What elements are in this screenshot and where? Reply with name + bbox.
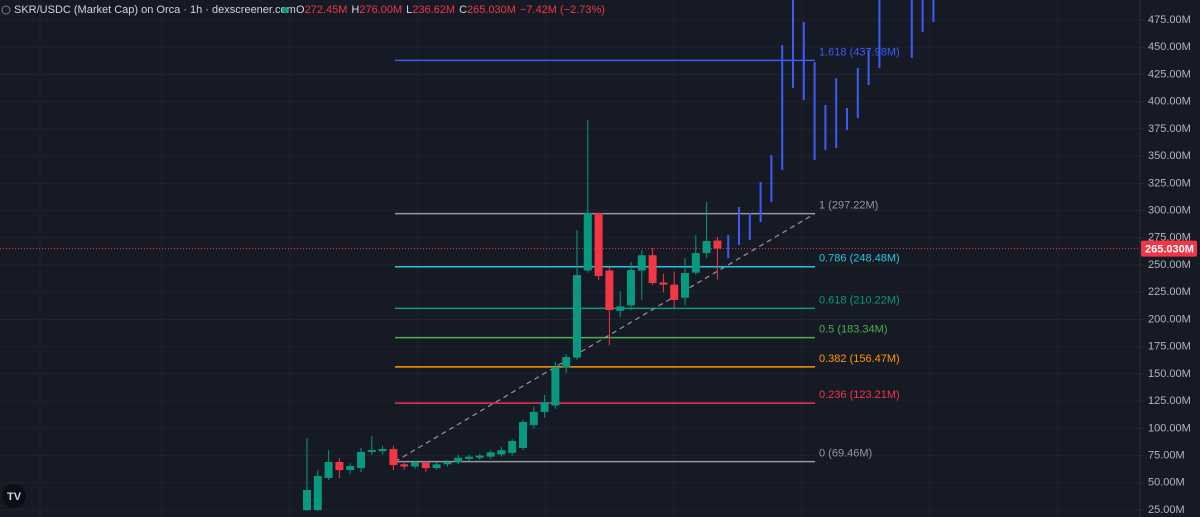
- candle-body: [713, 240, 722, 249]
- y-tick-label: 100.00M: [1148, 422, 1191, 434]
- y-tick-label: 325.00M: [1148, 177, 1191, 189]
- candle-body: [670, 284, 679, 300]
- ohlc-key: H: [351, 4, 359, 16]
- candle-body: [335, 462, 344, 471]
- candle-body: [486, 452, 495, 457]
- fib-label: 0.786 (248.48M): [819, 253, 900, 265]
- candle-body: [454, 457, 463, 463]
- candle-body: [313, 476, 322, 511]
- candle-body: [691, 253, 700, 273]
- ohlc-change: −7.42M (−2.73%): [520, 4, 605, 16]
- y-tick-label: 50.00M: [1148, 477, 1185, 489]
- logo-mark: TV: [7, 491, 22, 503]
- y-tick-label: 350.00M: [1148, 150, 1191, 162]
- y-tick-label: 150.00M: [1148, 368, 1191, 380]
- candle-body: [378, 449, 387, 452]
- fib-label: 0.618 (210.22M): [819, 294, 900, 306]
- candle-body: [637, 255, 646, 271]
- trend-line: [394, 213, 816, 463]
- candle-body: [508, 440, 517, 453]
- ohlc-key: L: [406, 4, 412, 16]
- ohlc-value: 276.00M: [359, 4, 402, 16]
- candle-body: [583, 212, 592, 271]
- fib-label: 1.618 (437.98M): [819, 46, 900, 58]
- last-price-box: [1141, 240, 1197, 257]
- tv-logo: TV: [2, 484, 26, 508]
- candle-body: [421, 462, 430, 469]
- y-tick-label: 375.00M: [1148, 123, 1191, 135]
- candle-body: [551, 367, 560, 406]
- y-tick-label: 450.00M: [1148, 41, 1191, 53]
- y-tick-label: 250.00M: [1148, 259, 1191, 271]
- candle-body: [303, 489, 311, 511]
- candle-body: [411, 462, 419, 467]
- ohlc-value: 236.62M: [412, 4, 455, 16]
- ohlc-value: 272.45M: [305, 4, 348, 16]
- candle-body: [389, 449, 398, 466]
- y-tick-label: 400.00M: [1148, 96, 1191, 108]
- status-dot: [282, 7, 288, 13]
- candle-body: [497, 450, 506, 455]
- fib-label: 0 (69.46M): [819, 448, 872, 460]
- ohlc-key: C: [459, 4, 467, 16]
- candle-body: [540, 402, 549, 413]
- candle-body: [562, 357, 571, 368]
- y-tick-label: 300.00M: [1148, 204, 1191, 216]
- candle-body: [465, 456, 473, 459]
- candle-body: [702, 241, 711, 254]
- y-tick-label: 125.00M: [1148, 395, 1191, 407]
- y-tick-label: 475.00M: [1148, 14, 1191, 26]
- candle-body: [605, 270, 614, 311]
- candle-body: [443, 462, 452, 465]
- candle-body: [346, 466, 355, 471]
- candle-body: [659, 282, 668, 285]
- y-tick-label: 25.00M: [1148, 504, 1185, 516]
- y-tick-label: 425.00M: [1148, 68, 1191, 80]
- plot-area: 1.618 (437.98M) 1 (297.22M) 0.786 (248.48M…: [0, 0, 1140, 512]
- candle-body: [681, 272, 689, 298]
- fib-label: 0.382 (156.47M): [819, 353, 900, 365]
- last-price-label: 265.030M: [1145, 244, 1194, 256]
- fib-label: 0.5 (183.34M): [819, 324, 887, 336]
- symbol-icon: [1, 5, 11, 15]
- candle-body: [648, 255, 657, 283]
- candle-body: [475, 455, 484, 458]
- ohlc-legend: O272.45M H276.00M L236.62M C265.030M −7.42M …: [296, 4, 605, 16]
- candle-body: [519, 422, 527, 448]
- chart-title: SKR/USDC (Market Cap) on Orca · 1h · dex…: [14, 4, 296, 16]
- ohlc-value: 265.030M: [467, 4, 516, 16]
- candle-body: [627, 270, 635, 306]
- candle-body: [400, 464, 409, 467]
- candle-body: [357, 451, 365, 469]
- candle-body: [367, 450, 376, 452]
- fib-label: 0.236 (123.21M): [819, 389, 900, 401]
- logo-bg: [2, 484, 26, 508]
- y-axis: 25.00M 50.00M 75.00M 100.00M 125.00M 150.00M 1…: [1140, 14, 1197, 516]
- candle-body: [324, 462, 333, 479]
- candle-body: [432, 464, 441, 469]
- ohlc-key: O: [296, 4, 305, 16]
- y-tick-label: 225.00M: [1148, 286, 1191, 298]
- y-tick-label: 175.00M: [1148, 341, 1191, 353]
- candle-body: [616, 306, 625, 311]
- candle-body: [594, 212, 603, 277]
- header: SKR/USDC (Market Cap) on Orca · 1h · dex…: [1, 4, 605, 16]
- candle-body: [573, 275, 581, 358]
- fib-label: 1 (297.22M): [819, 200, 878, 212]
- candle-body: [529, 412, 538, 426]
- y-tick-label: 75.00M: [1148, 449, 1185, 461]
- grid: [0, 0, 1140, 517]
- y-tick-label: 200.00M: [1148, 313, 1191, 325]
